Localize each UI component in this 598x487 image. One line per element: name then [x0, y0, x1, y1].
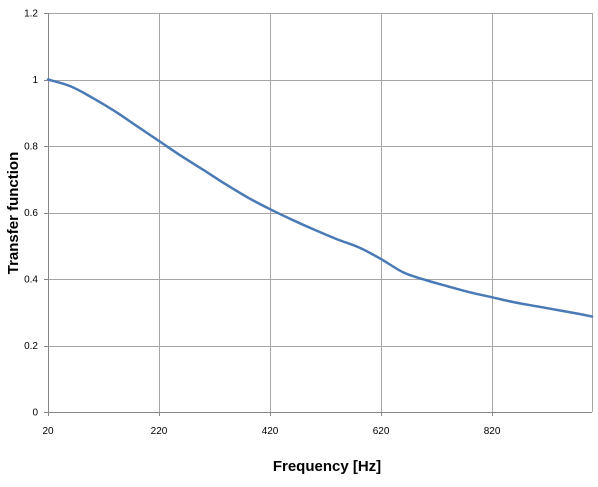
- x-tick-label: 420: [262, 426, 279, 437]
- x-axis-label: Frequency [Hz]: [273, 458, 381, 475]
- x-tick-label: 620: [373, 426, 390, 437]
- y-axis-ticks: 0 0.2 0.4 0.6 0.8 1 1.2: [24, 9, 48, 419]
- y-tick-label: 0.8: [24, 142, 38, 153]
- y-tick-label: 0: [32, 408, 38, 419]
- y-tick-label: 0.6: [24, 208, 38, 219]
- y-tick-label: 1.2: [24, 9, 38, 20]
- series-line: [46, 78, 594, 318]
- x-tick-label: 220: [151, 426, 168, 437]
- y-axis-label: Transfer function: [5, 152, 22, 275]
- grid-lines: [48, 13, 593, 413]
- y-tick-label: 0.2: [24, 341, 38, 352]
- y-tick-label: 1: [32, 75, 38, 86]
- x-tick-label: 20: [42, 426, 54, 437]
- y-tick-label: 0.4: [24, 275, 38, 286]
- x-axis-ticks: 20 220 420 620 820: [42, 412, 501, 437]
- x-tick-label: 820: [484, 426, 501, 437]
- series-layer: [46, 78, 594, 318]
